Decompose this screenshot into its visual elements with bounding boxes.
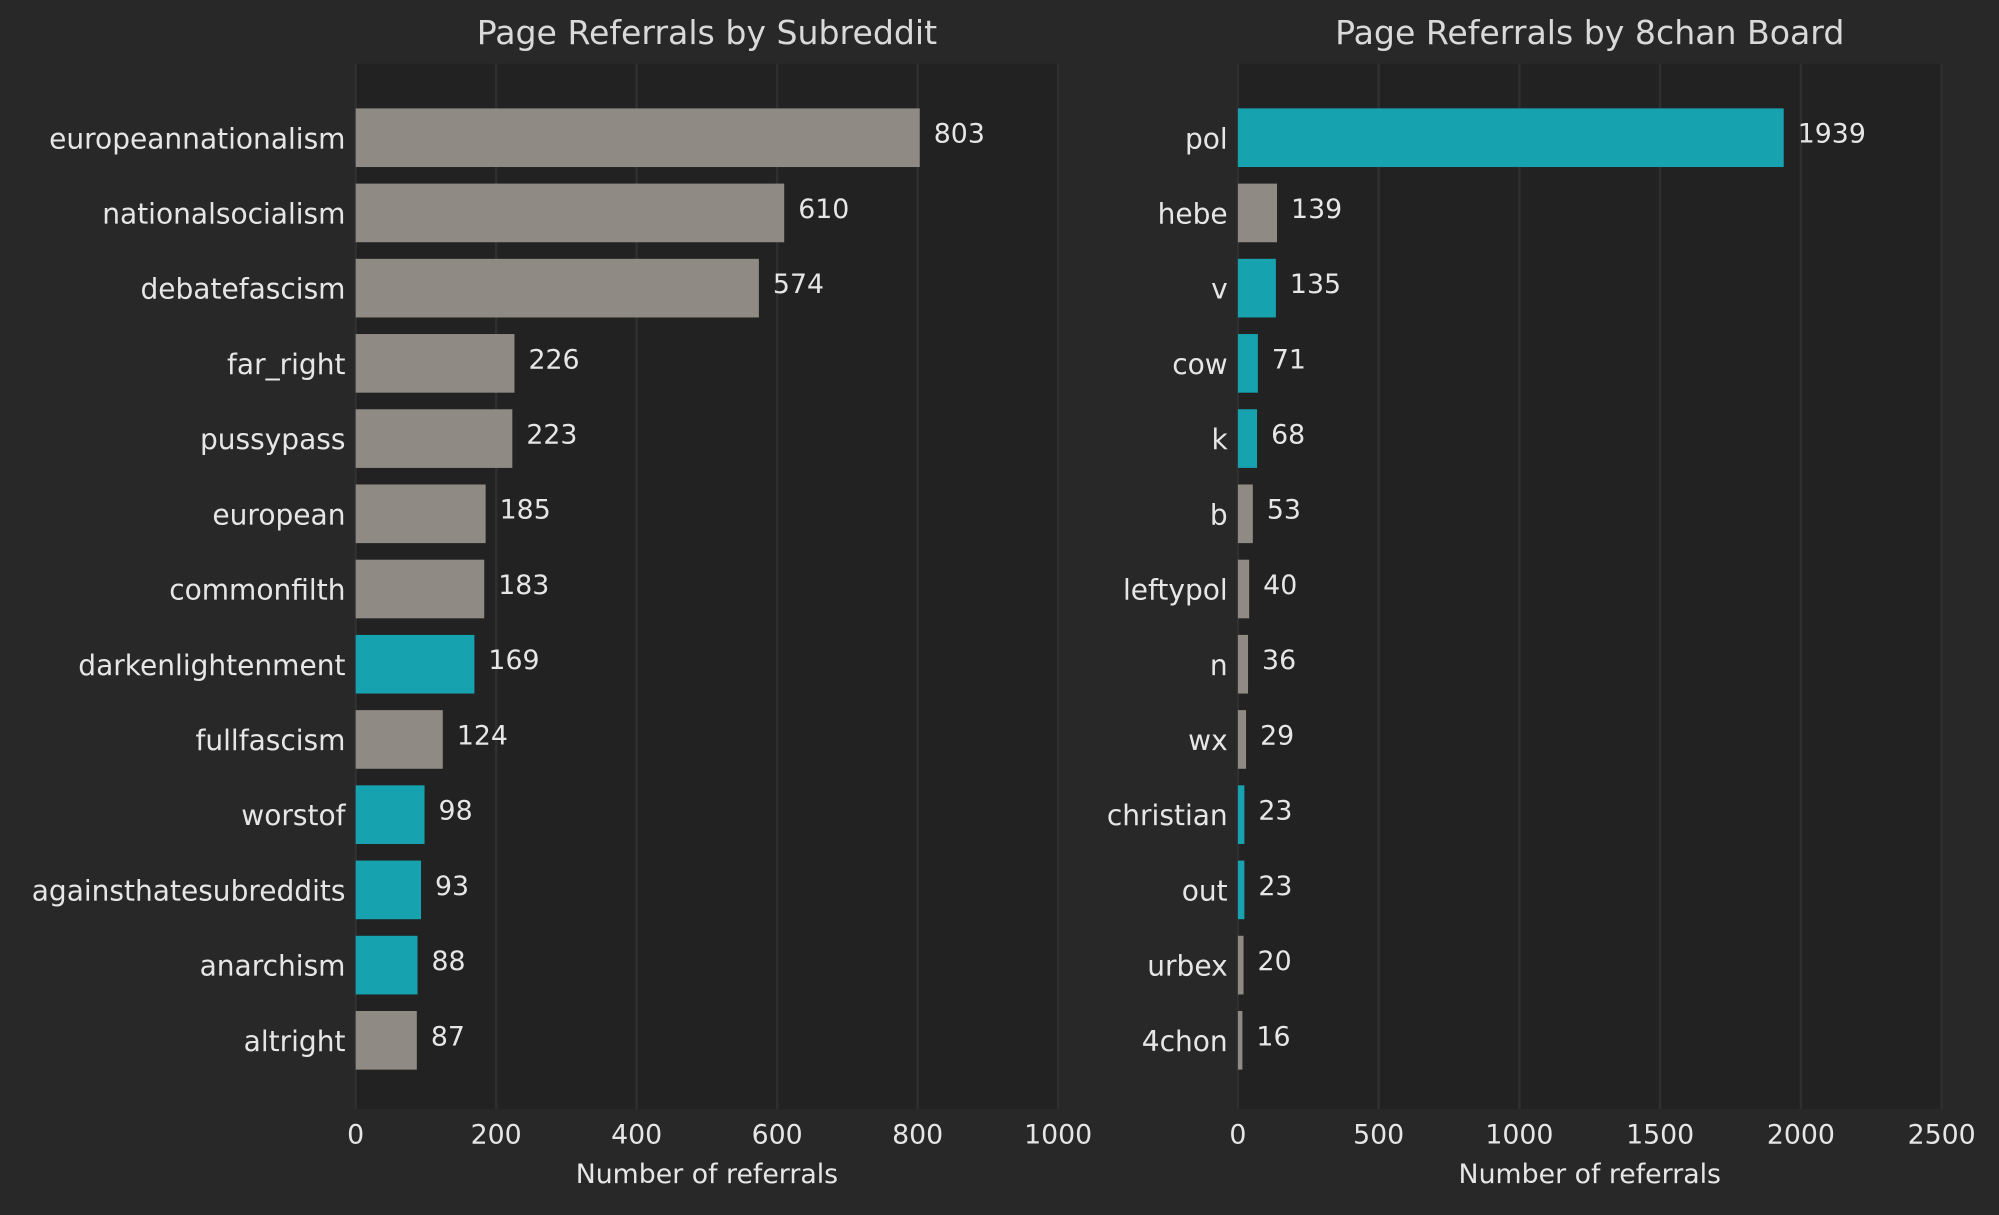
x-tick-label: 600 bbox=[752, 1119, 803, 1150]
bar bbox=[355, 183, 785, 243]
plot-area bbox=[1237, 63, 1942, 1110]
data-label: 124 bbox=[457, 720, 508, 751]
bar bbox=[1237, 484, 1253, 544]
y-tick-label: nationalsocialism bbox=[102, 197, 345, 230]
y-tick-label: pussypass bbox=[200, 423, 346, 456]
bar bbox=[1237, 334, 1258, 393]
data-label: 20 bbox=[1258, 946, 1292, 977]
bar bbox=[1237, 634, 1249, 694]
bar bbox=[1237, 559, 1250, 619]
x-tick-label: 800 bbox=[892, 1119, 943, 1150]
bar bbox=[355, 785, 425, 844]
x-tick-label: 1000 bbox=[1485, 1119, 1553, 1150]
y-tick-label: 4chon bbox=[1142, 1025, 1228, 1058]
y-tick-label: leftypol bbox=[1123, 574, 1228, 607]
data-label: 23 bbox=[1258, 871, 1292, 902]
bar bbox=[355, 334, 515, 393]
y-tick-label: christian bbox=[1107, 799, 1228, 832]
x-tick-label: 1000 bbox=[1024, 1119, 1092, 1150]
data-label: 135 bbox=[1290, 269, 1341, 300]
x-tick-label: 0 bbox=[347, 1119, 364, 1150]
data-label: 610 bbox=[798, 194, 849, 225]
bar bbox=[1237, 860, 1245, 920]
x-tick-label: 500 bbox=[1353, 1119, 1404, 1150]
bar bbox=[355, 860, 422, 920]
data-label: 98 bbox=[439, 796, 473, 827]
y-tick-label: european bbox=[212, 498, 345, 531]
data-label: 223 bbox=[526, 420, 577, 451]
bar bbox=[355, 1010, 417, 1070]
data-label: 29 bbox=[1260, 720, 1294, 751]
y-tick-label: cow bbox=[1172, 348, 1228, 381]
bar bbox=[355, 634, 475, 694]
y-tick-label: altright bbox=[244, 1025, 346, 1058]
y-tick-label: urbex bbox=[1147, 950, 1227, 983]
x-tick-label: 200 bbox=[471, 1119, 522, 1150]
data-label: 53 bbox=[1267, 495, 1301, 526]
y-tick-label: commonfilth bbox=[169, 574, 345, 607]
y-tick-label: wx bbox=[1188, 724, 1228, 757]
data-label: 68 bbox=[1271, 420, 1305, 451]
y-tick-label: againsthatesubreddits bbox=[32, 874, 346, 907]
bar bbox=[355, 484, 486, 544]
x-tick-label: 2000 bbox=[1767, 1119, 1835, 1150]
y-tick-label: worstof bbox=[241, 799, 346, 832]
data-label: 40 bbox=[1263, 570, 1297, 601]
bar bbox=[1237, 1010, 1243, 1070]
y-tick-label: fullfascism bbox=[196, 724, 346, 757]
data-label: 139 bbox=[1291, 194, 1342, 225]
y-tick-label: out bbox=[1182, 874, 1228, 907]
data-label: 71 bbox=[1272, 344, 1306, 375]
bar bbox=[355, 935, 418, 995]
bar bbox=[355, 710, 443, 769]
data-label: 169 bbox=[488, 645, 539, 676]
bar bbox=[1237, 258, 1276, 318]
bar bbox=[355, 258, 759, 318]
y-tick-label: far_right bbox=[227, 348, 345, 381]
x-axis-label: Number of referrals bbox=[1459, 1159, 1721, 1190]
bar bbox=[1237, 183, 1278, 243]
data-label: 87 bbox=[431, 1021, 465, 1052]
data-label: 185 bbox=[500, 495, 551, 526]
y-tick-label: debatefascism bbox=[140, 273, 345, 306]
data-label: 1939 bbox=[1798, 119, 1866, 150]
data-label: 36 bbox=[1262, 645, 1296, 676]
chart-title: Page Referrals by Subreddit bbox=[477, 13, 937, 52]
x-tick-label: 400 bbox=[611, 1119, 662, 1150]
y-tick-label: k bbox=[1211, 423, 1228, 456]
bar bbox=[1237, 409, 1258, 468]
chart-title: Page Referrals by 8chan Board bbox=[1335, 13, 1844, 52]
data-label: 23 bbox=[1258, 796, 1292, 827]
x-tick-label: 1500 bbox=[1626, 1119, 1694, 1150]
y-tick-label: anarchism bbox=[200, 950, 346, 983]
bar bbox=[355, 409, 513, 468]
data-label: 183 bbox=[498, 570, 549, 601]
y-tick-label: pol bbox=[1185, 122, 1228, 155]
y-tick-label: europeannationalism bbox=[49, 122, 345, 155]
bar bbox=[1237, 785, 1245, 844]
data-label: 16 bbox=[1256, 1021, 1290, 1052]
x-tick-label: 0 bbox=[1229, 1119, 1246, 1150]
bar bbox=[1237, 710, 1247, 769]
x-axis-label: Number of referrals bbox=[576, 1159, 838, 1190]
data-label: 226 bbox=[528, 344, 579, 375]
data-label: 803 bbox=[934, 119, 985, 150]
y-tick-label: n bbox=[1210, 649, 1228, 682]
y-tick-label: hebe bbox=[1158, 197, 1228, 230]
y-tick-label: v bbox=[1211, 273, 1228, 306]
data-label: 88 bbox=[432, 946, 466, 977]
bar bbox=[355, 108, 920, 168]
bar bbox=[1237, 935, 1244, 995]
data-label: 93 bbox=[435, 871, 469, 902]
data-label: 574 bbox=[773, 269, 824, 300]
bar bbox=[1237, 108, 1784, 168]
y-tick-label: b bbox=[1210, 498, 1228, 531]
x-tick-label: 2500 bbox=[1908, 1119, 1976, 1150]
y-tick-label: darkenlightenment bbox=[78, 649, 345, 682]
bar bbox=[355, 559, 485, 619]
